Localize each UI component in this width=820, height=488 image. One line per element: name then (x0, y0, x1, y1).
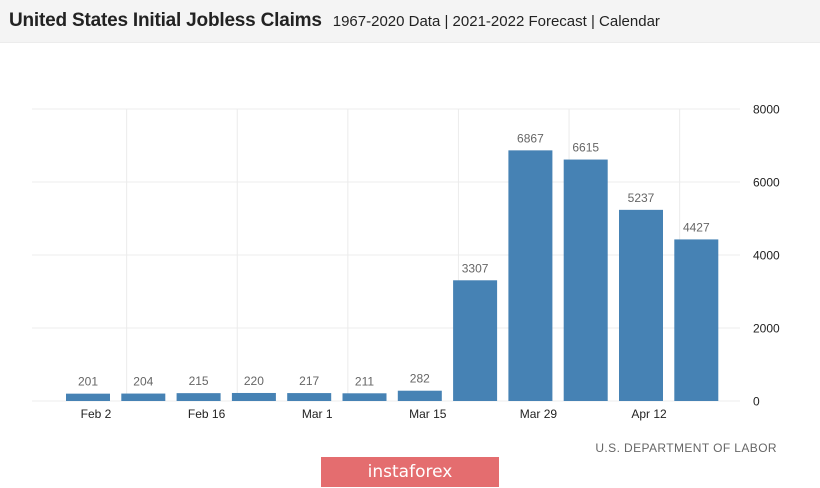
data-label: 4427 (683, 220, 710, 234)
bar (176, 393, 221, 401)
data-label: 6867 (517, 131, 544, 145)
instaforex-watermark: instaforex (321, 457, 499, 487)
y-tick-label: 8000 (753, 103, 780, 117)
bar (397, 390, 442, 401)
x-tick-label: Feb 16 (188, 407, 226, 421)
y-tick-label: 6000 (753, 176, 780, 190)
data-label: 217 (299, 374, 319, 388)
bar (563, 159, 608, 401)
bar (66, 393, 110, 401)
data-label: 3307 (462, 261, 489, 275)
chart-header: United States Initial Jobless Claims 196… (0, 0, 820, 43)
bar (121, 393, 166, 401)
x-tick-label: Feb 2 (81, 407, 112, 421)
bar (287, 393, 332, 401)
bar (342, 393, 387, 401)
bar (508, 150, 553, 401)
data-label: 215 (189, 374, 209, 388)
x-tick-label: Mar 29 (520, 407, 558, 421)
bar (619, 209, 663, 401)
data-label: 5237 (628, 191, 655, 205)
source-label: U.S. DEPARTMENT OF LABOR (595, 441, 777, 455)
data-label: 201 (78, 375, 98, 389)
data-label: 220 (244, 374, 264, 388)
x-tick-label: Mar 15 (409, 407, 447, 421)
data-label: 204 (133, 375, 153, 389)
bar (453, 280, 498, 401)
data-label: 6615 (572, 141, 599, 155)
chart-subtitle-links[interactable]: 1967-2020 Data | 2021-2022 Forecast | Ca… (332, 12, 660, 30)
data-label: 211 (355, 374, 374, 388)
chart-title: United States Initial Jobless Claims (9, 10, 322, 31)
bar (231, 392, 276, 401)
bar (674, 239, 719, 401)
x-tick-label: Apr 12 (631, 407, 667, 421)
x-tick-label: Mar 1 (302, 407, 333, 421)
y-tick-label: 0 (753, 395, 760, 409)
data-label: 282 (410, 372, 430, 386)
y-tick-label: 2000 (753, 322, 780, 336)
y-tick-label: 4000 (753, 249, 780, 263)
